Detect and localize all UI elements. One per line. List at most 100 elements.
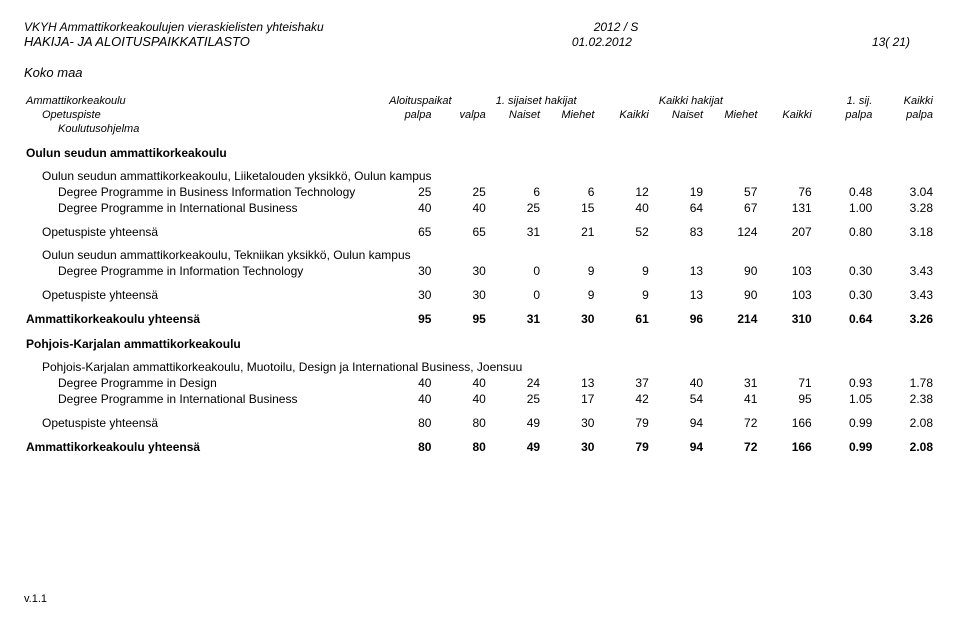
cell: 41 — [705, 391, 759, 407]
cell: 80 — [433, 439, 487, 455]
cell: 67 — [705, 200, 759, 216]
s1-u2-title: Oulun seudun ammattikorkeakoulu, Tekniik… — [24, 240, 935, 263]
cell: 30 — [433, 263, 487, 279]
sum-label: Opetuspiste yhteensä — [24, 287, 379, 303]
sum-row: Opetuspiste yhteensä 65 65 31 21 52 83 1… — [24, 224, 935, 240]
cell: 90 — [705, 287, 759, 303]
cell: 30 — [379, 263, 433, 279]
ch-r2-c2a: palpa — [379, 108, 433, 122]
section-row: Pohjois-Karjalan ammattikorkeakoulu — [24, 327, 935, 352]
cell: 31 — [705, 375, 759, 391]
header-date: 01.02.2012 — [572, 35, 632, 49]
cell: 207 — [759, 224, 813, 240]
cell: 310 — [759, 311, 813, 327]
cell: 80 — [433, 415, 487, 431]
cell: 30 — [379, 287, 433, 303]
sum-label: Opetuspiste yhteensä — [24, 415, 379, 431]
cell: 21 — [542, 224, 596, 240]
cell: 71 — [759, 375, 813, 391]
cell: 90 — [705, 263, 759, 279]
s1-title: Oulun seudun ammattikorkeakoulu — [24, 136, 935, 161]
cell: 30 — [542, 311, 596, 327]
cell: 57 — [705, 184, 759, 200]
page-header: VKYH Ammattikorkeakoulujen vieraskielist… — [24, 20, 935, 49]
cell: 94 — [651, 415, 705, 431]
cell: 1.78 — [874, 375, 935, 391]
cell: 54 — [651, 391, 705, 407]
cell: 31 — [488, 311, 542, 327]
cell: 79 — [596, 415, 650, 431]
cell: 15 — [542, 200, 596, 216]
version-footer: v.1.1 — [24, 593, 47, 605]
cell: 12 — [596, 184, 650, 200]
data-row: Degree Programme in International Busine… — [24, 200, 935, 216]
cell: 3.26 — [874, 311, 935, 327]
ch-r2-c5: palpa — [814, 108, 875, 122]
stats-table: Ammattikorkeakoulu Aloituspaikat 1. sija… — [24, 94, 935, 455]
total-row: Ammattikorkeakoulu yhteensä 80 80 49 30 … — [24, 439, 935, 455]
ch-r2-c4a: Naiset — [651, 108, 705, 122]
cell: 9 — [542, 287, 596, 303]
cell: 13 — [542, 375, 596, 391]
cell: 65 — [379, 224, 433, 240]
ch-r2-c3a: Naiset — [488, 108, 542, 122]
cell: 76 — [759, 184, 813, 200]
cell: 3.43 — [874, 263, 935, 279]
header-page: 13( 21) — [872, 35, 910, 49]
cell: 40 — [596, 200, 650, 216]
cell: 80 — [379, 439, 433, 455]
cell: 124 — [705, 224, 759, 240]
data-row: Degree Programme in International Busine… — [24, 391, 935, 407]
cell: 42 — [596, 391, 650, 407]
ch-r2-c4c: Kaikki — [759, 108, 813, 122]
cell: 0.93 — [814, 375, 875, 391]
cell: 6 — [488, 184, 542, 200]
total-label: Ammattikorkeakoulu yhteensä — [24, 439, 379, 455]
unit-row: Oulun seudun ammattikorkeakoulu, Tekniik… — [24, 240, 935, 263]
cell: 0.30 — [814, 263, 875, 279]
cell: 1.05 — [814, 391, 875, 407]
cell: 0.64 — [814, 311, 875, 327]
ch-r1-c2: Aloituspaikat — [379, 94, 488, 108]
ch-r1-c4: Kaikki hakijat — [651, 94, 814, 108]
cell: 0.99 — [814, 415, 875, 431]
cell: 49 — [488, 439, 542, 455]
cell: 25 — [488, 200, 542, 216]
ch-r2-c4b: Miehet — [705, 108, 759, 122]
header-period: 2012 / S — [594, 20, 639, 34]
cell: 95 — [759, 391, 813, 407]
unit-row: Pohjois-Karjalan ammattikorkeakoulu, Muo… — [24, 352, 935, 375]
cell: 0 — [488, 287, 542, 303]
row-label: Degree Programme in International Busine… — [24, 200, 379, 216]
cell: 94 — [651, 439, 705, 455]
sum-row: Opetuspiste yhteensä 80 80 49 30 79 94 7… — [24, 415, 935, 431]
colhead-row1: Ammattikorkeakoulu Aloituspaikat 1. sija… — [24, 94, 935, 108]
cell: 30 — [542, 415, 596, 431]
cell: 9 — [542, 263, 596, 279]
cell: 31 — [488, 224, 542, 240]
sum-label: Opetuspiste yhteensä — [24, 224, 379, 240]
cell: 30 — [542, 439, 596, 455]
cell: 40 — [379, 391, 433, 407]
cell: 3.18 — [874, 224, 935, 240]
cell: 1.00 — [814, 200, 875, 216]
cell: 96 — [651, 311, 705, 327]
row-label: Degree Programme in Business Information… — [24, 184, 379, 200]
cell: 0.80 — [814, 224, 875, 240]
colhead-row3: Koulutusohjelma — [24, 122, 935, 136]
ch-r2-c3b: Miehet — [542, 108, 596, 122]
cell: 40 — [379, 375, 433, 391]
cell: 40 — [433, 391, 487, 407]
cell: 40 — [433, 375, 487, 391]
ch-r2-c2b: valpa — [433, 108, 487, 122]
cell: 214 — [705, 311, 759, 327]
cell: 25 — [433, 184, 487, 200]
unit-row: Oulun seudun ammattikorkeakoulu, Liiketa… — [24, 161, 935, 184]
cell: 17 — [542, 391, 596, 407]
cell: 64 — [651, 200, 705, 216]
cell: 40 — [379, 200, 433, 216]
ch-r2-c6: palpa — [874, 108, 935, 122]
total-label: Ammattikorkeakoulu yhteensä — [24, 311, 379, 327]
total-row: Ammattikorkeakoulu yhteensä 95 95 31 30 … — [24, 311, 935, 327]
cell: 25 — [379, 184, 433, 200]
